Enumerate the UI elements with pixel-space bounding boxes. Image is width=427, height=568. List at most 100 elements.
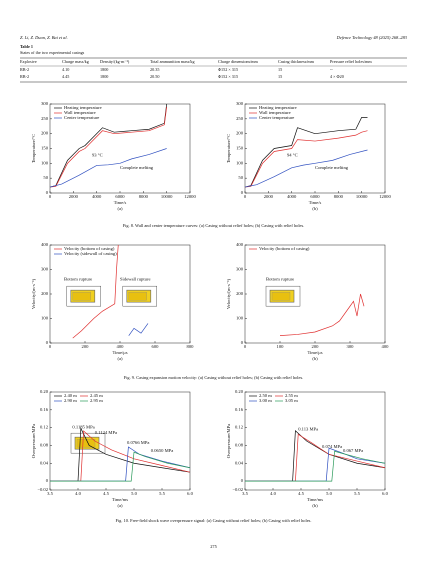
annotation: 0.1185 MPa bbox=[72, 424, 94, 429]
legend-label: Heating temperature bbox=[259, 105, 297, 110]
y-tick-label: 300 bbox=[236, 101, 244, 106]
data-line bbox=[49, 103, 168, 188]
running-journal: Defence Technology 48 (2025) 268–283 bbox=[336, 35, 408, 40]
annotation: Complete melting bbox=[120, 165, 154, 170]
data-line bbox=[49, 106, 168, 188]
table-cell: RB-2 bbox=[20, 67, 29, 72]
y-tick-label: 300 bbox=[236, 267, 244, 272]
annotation: 94 °C bbox=[287, 153, 298, 158]
x-tick-label: 5.0 bbox=[326, 491, 332, 496]
x-tick-label: 600 bbox=[152, 344, 160, 349]
inset-charge bbox=[271, 292, 291, 301]
panel-label: (b) bbox=[312, 356, 318, 361]
table-cell: 20.35 bbox=[150, 67, 159, 72]
panel-label: (a) bbox=[117, 206, 123, 211]
annotation: Complete melting bbox=[315, 165, 349, 170]
legend-label: Wall temperature bbox=[64, 110, 96, 115]
annotation: 0.0766 MPa bbox=[127, 440, 149, 445]
y-tick-label: 150 bbox=[41, 146, 49, 151]
x-axis-label: Time/ms bbox=[307, 497, 323, 502]
legend-label: Heating temperature bbox=[64, 105, 102, 110]
data-line bbox=[50, 451, 191, 482]
y-axis-label: Temperature/°C bbox=[226, 134, 231, 163]
y-tick-label: 0.12 bbox=[235, 425, 244, 430]
y-tick-label: 0.16 bbox=[235, 407, 244, 412]
x-axis-label: Time/μs bbox=[307, 350, 322, 355]
y-tick-label: 0.08 bbox=[40, 443, 49, 448]
data-line bbox=[244, 130, 368, 188]
annotation: Bottom rupture bbox=[64, 276, 92, 281]
table-header-cell: Charge dimensions/mm bbox=[218, 59, 259, 64]
panel-label: (b) bbox=[312, 503, 318, 508]
legend-label: 2.90 m bbox=[64, 398, 77, 403]
legend-label: Center temperature bbox=[259, 115, 294, 120]
legend-label: 2.40 m bbox=[64, 393, 77, 398]
y-tick-label: −0.02 bbox=[232, 487, 243, 492]
inset-charge bbox=[128, 292, 147, 301]
figure-caption: Fig. 8. Wall and center temperature curv… bbox=[123, 223, 305, 228]
data-line bbox=[49, 148, 167, 188]
y-axis-label: Overpressure/MPa bbox=[226, 424, 231, 458]
table-header-cell: Explosive bbox=[20, 59, 37, 64]
x-tick-label: 5.0 bbox=[131, 491, 137, 496]
table-cell: 20.50 bbox=[150, 74, 159, 79]
data-line bbox=[72, 244, 119, 339]
y-tick-label: 200 bbox=[236, 291, 244, 296]
y-tick-label: 0.04 bbox=[40, 460, 49, 465]
data-line bbox=[128, 323, 149, 336]
x-tick-label: 6.0 bbox=[187, 491, 193, 496]
table-cell: 1800 bbox=[100, 74, 108, 79]
annotation: 0.074 MPa bbox=[322, 444, 342, 449]
table-header-cell: Total ammunition mass/kg bbox=[150, 59, 196, 64]
table-header-cell: Density/(kg·m⁻³) bbox=[100, 59, 130, 64]
x-tick-label: 400 bbox=[382, 344, 390, 349]
legend-label: 2.95 m bbox=[90, 398, 103, 403]
x-tick-label: 5.5 bbox=[159, 491, 165, 496]
x-tick-label: 4.0 bbox=[270, 491, 276, 496]
figure-caption: Fig. 9. Casing expansion motion velocity… bbox=[124, 375, 304, 380]
y-tick-label: 0 bbox=[241, 478, 244, 483]
x-axis-label: Time/s bbox=[309, 200, 322, 205]
legend-label: Center temperature bbox=[64, 115, 99, 120]
y-tick-label: 300 bbox=[41, 267, 49, 272]
x-tick-label: 300 bbox=[347, 344, 355, 349]
y-tick-label: 250 bbox=[41, 116, 49, 121]
page-number: 275 bbox=[210, 544, 217, 549]
x-tick-label: 10000 bbox=[356, 194, 368, 199]
x-tick-label: 0 bbox=[49, 194, 52, 199]
y-tick-label: 200 bbox=[41, 131, 49, 136]
annotation: 0.113 MPa bbox=[298, 426, 318, 431]
y-tick-label: 0.04 bbox=[235, 460, 244, 465]
x-tick-label: 4.0 bbox=[75, 491, 81, 496]
x-tick-label: 200 bbox=[82, 344, 90, 349]
table-cell: Φ152 × 315 bbox=[218, 67, 238, 72]
y-tick-label: 400 bbox=[41, 242, 49, 247]
y-tick-label: 100 bbox=[236, 160, 244, 165]
y-tick-label: 0 bbox=[241, 340, 244, 345]
y-tick-label: 200 bbox=[41, 291, 49, 296]
y-tick-label: 0.16 bbox=[40, 407, 49, 412]
x-tick-label: 400 bbox=[117, 344, 125, 349]
legend-label: 2.45 m bbox=[90, 393, 103, 398]
table-cell: RB-2 bbox=[20, 74, 29, 79]
data-line bbox=[245, 433, 386, 482]
table-cell: 15 bbox=[278, 67, 282, 72]
x-axis-label: Time/ms bbox=[112, 497, 128, 502]
x-tick-label: 4.5 bbox=[298, 491, 304, 496]
table-cell: 4 × Φ20 bbox=[330, 74, 344, 79]
y-tick-label: 100 bbox=[41, 316, 49, 321]
x-tick-label: 0 bbox=[49, 344, 52, 349]
table-cell: 4.45 bbox=[62, 74, 69, 79]
table-header-cell: Casing thickness/mm bbox=[278, 59, 315, 64]
x-tick-label: 0 bbox=[244, 344, 247, 349]
legend-label: Wall temperature bbox=[259, 110, 291, 115]
table-caption: States of the two experimental casings bbox=[20, 50, 85, 55]
y-tick-label: 0 bbox=[46, 478, 49, 483]
x-tick-label: 10000 bbox=[161, 194, 173, 199]
annotation: 0.1124 MPa bbox=[95, 430, 117, 435]
y-tick-label: 100 bbox=[41, 160, 49, 165]
x-axis-label: Time/s bbox=[114, 200, 127, 205]
x-tick-label: 6.0 bbox=[382, 491, 388, 496]
x-tick-label: 4000 bbox=[287, 194, 297, 199]
